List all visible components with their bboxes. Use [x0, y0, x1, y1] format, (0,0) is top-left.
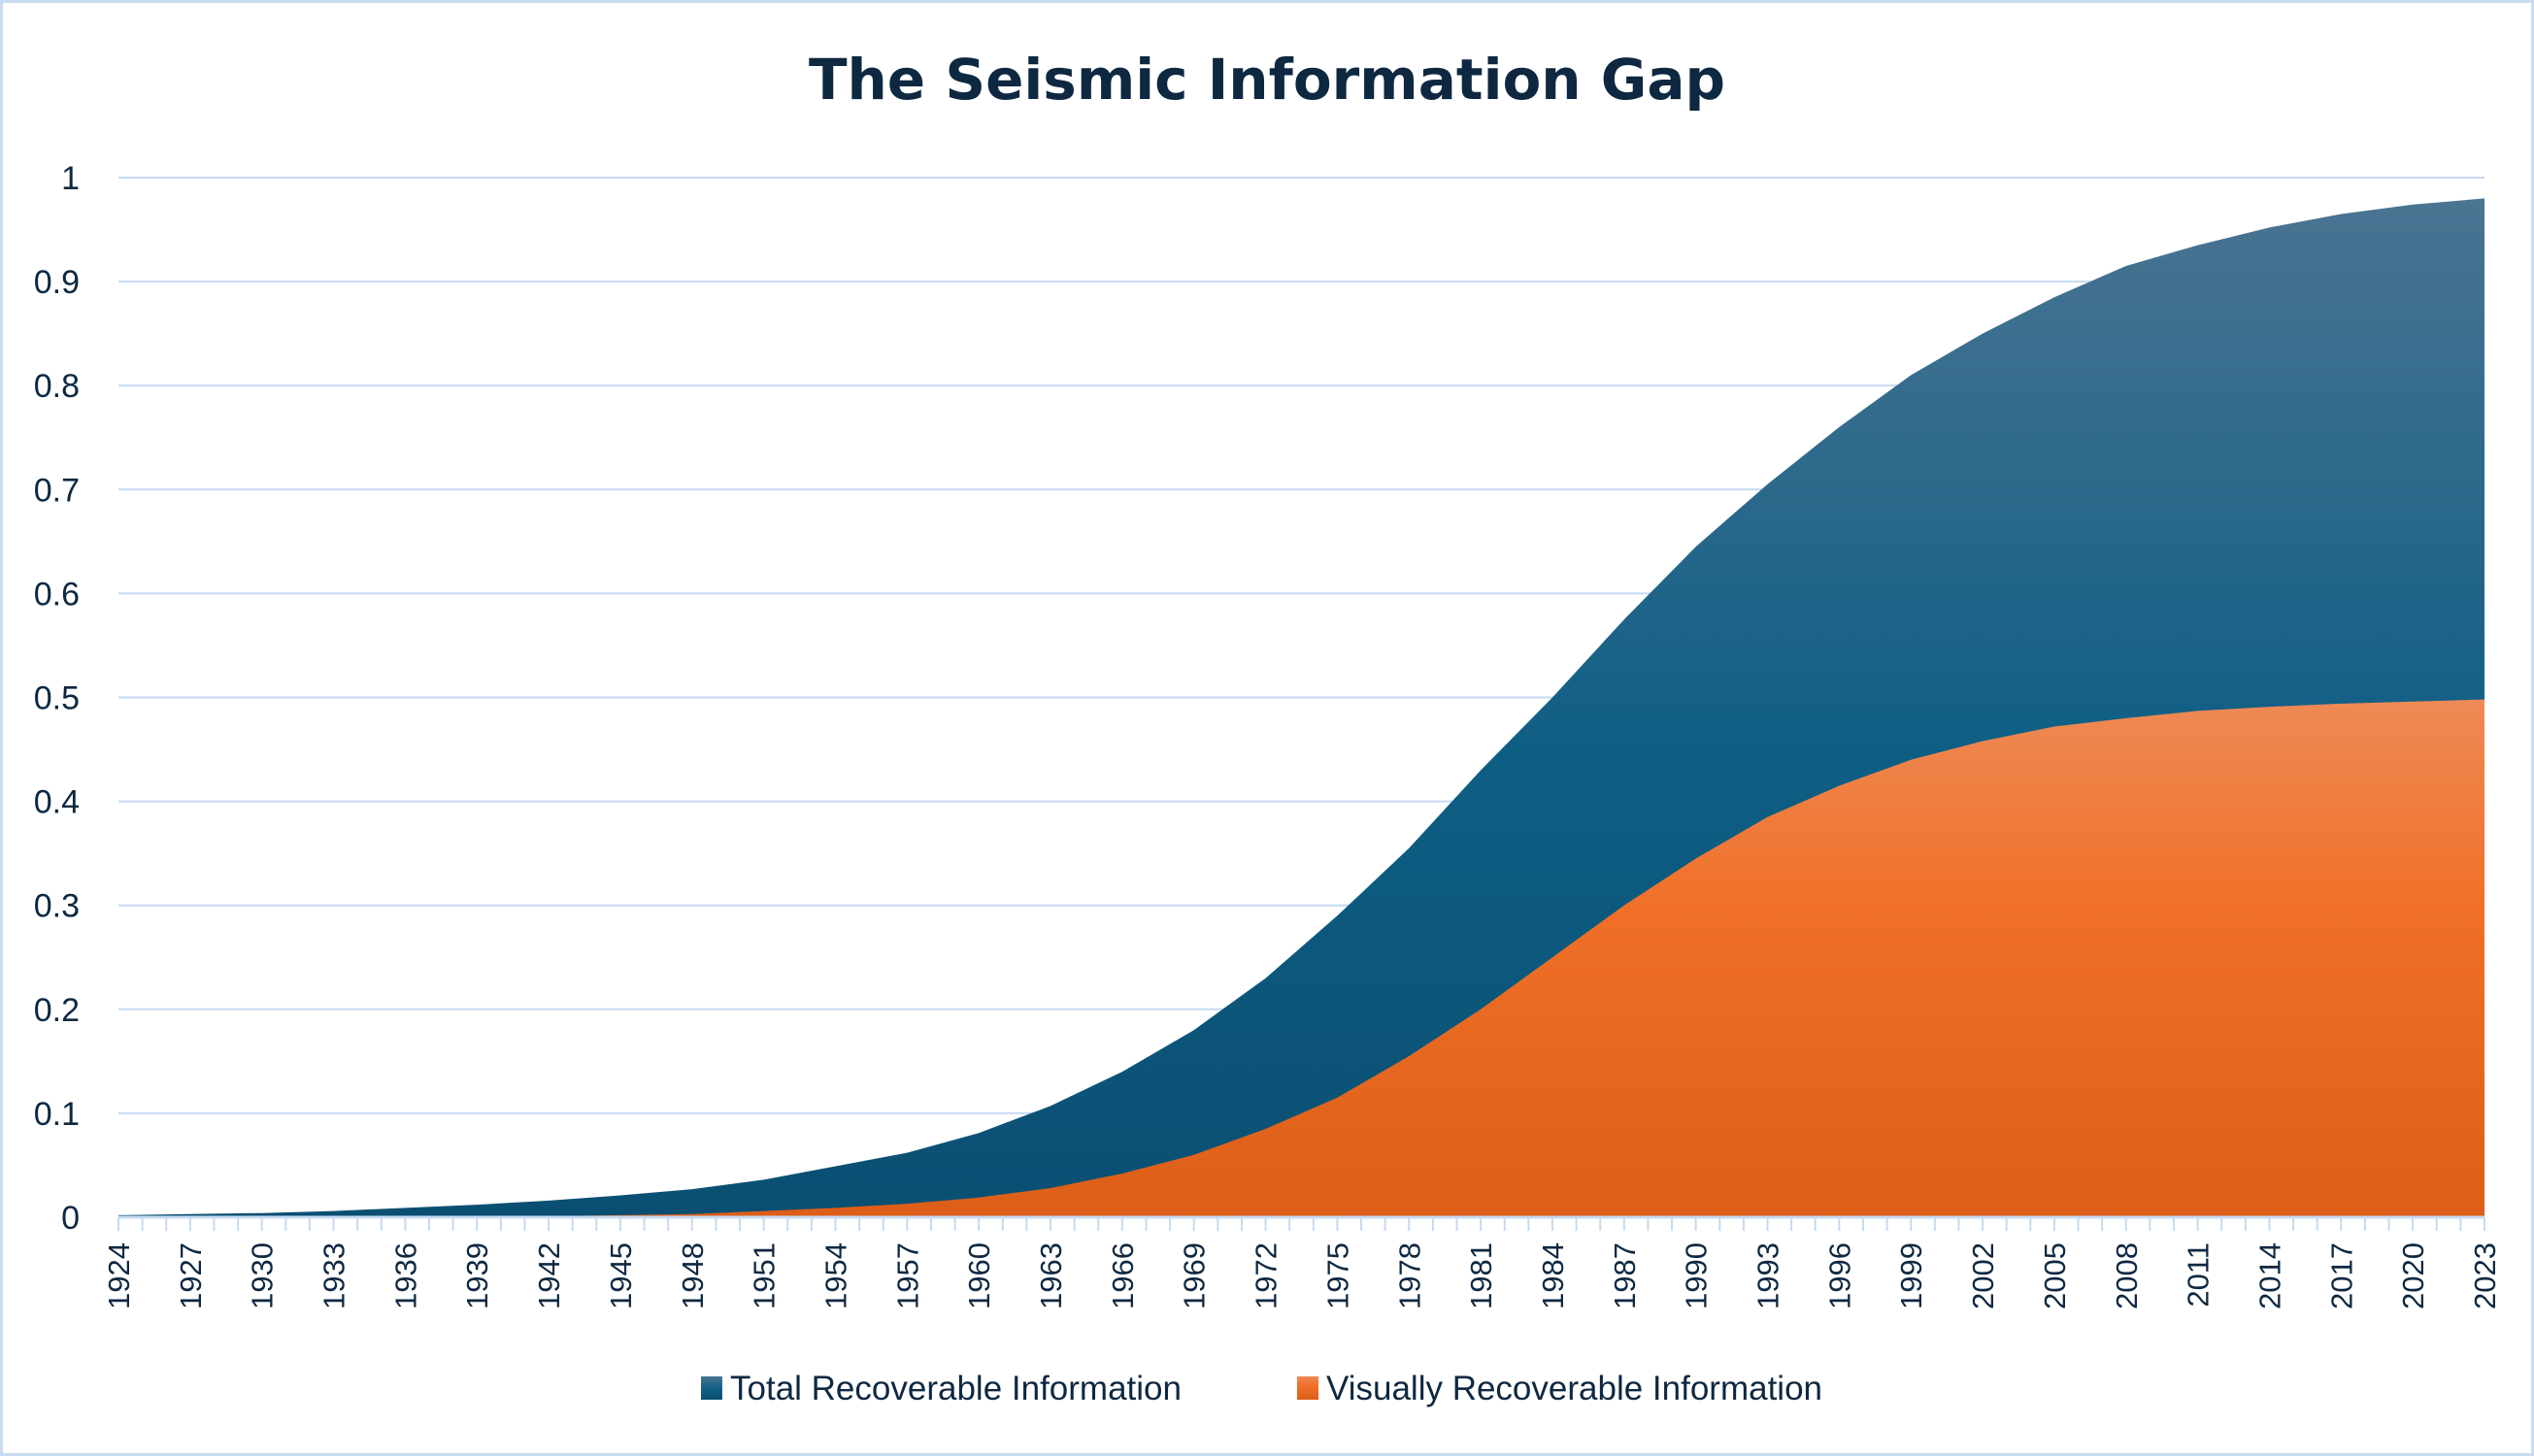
- x-tick-label: 1924: [102, 1242, 136, 1309]
- y-tick-label: 0.1: [34, 1096, 80, 1133]
- x-tick-label: 1945: [604, 1242, 638, 1309]
- legend-swatch: [701, 1376, 722, 1400]
- x-tick-label: 2011: [2182, 1242, 2216, 1307]
- x-tick-label: 1936: [388, 1242, 422, 1309]
- x-tick-label: 1972: [1250, 1242, 1284, 1309]
- x-tick-label: 2017: [2324, 1242, 2358, 1309]
- x-tick-label: 1927: [174, 1242, 208, 1309]
- x-tick-label: 1993: [1751, 1242, 1785, 1309]
- x-tick-label: 1933: [317, 1242, 351, 1309]
- x-tick-label: 1957: [890, 1242, 924, 1309]
- y-tick-label: 0.2: [34, 992, 80, 1029]
- x-tick-label: 2023: [2468, 1242, 2502, 1309]
- x-axis: 1924 1927 1930 1933 1936 1939 1942 1945 1948 1951…: [102, 1215, 2502, 1309]
- series-areas: [118, 198, 2484, 1217]
- legend-label: Visually Recoverable Information: [1326, 1370, 1822, 1407]
- x-tick-label: 1996: [1822, 1242, 1856, 1309]
- x-tick-label: 1975: [1320, 1242, 1354, 1309]
- x-tick-label: 2014: [2252, 1242, 2286, 1309]
- x-tick-label: 1954: [818, 1242, 852, 1309]
- y-tick-label: 0.9: [34, 264, 80, 301]
- y-tick-label: 0.3: [34, 888, 80, 925]
- x-tick-label: 1969: [1178, 1242, 1212, 1309]
- legend: Total Recoverable Information Visually Re…: [701, 1370, 1822, 1407]
- x-tick-label: 1930: [246, 1242, 280, 1309]
- x-tick-label: 1948: [676, 1242, 710, 1309]
- legend-swatch: [1297, 1376, 1318, 1400]
- chart-title: The Seismic Information Gap: [809, 47, 1725, 113]
- y-tick-label: 0.4: [34, 784, 80, 821]
- x-tick-label: 1990: [1680, 1242, 1714, 1309]
- x-tick-label: 1951: [748, 1242, 782, 1309]
- area-visually-recoverable-information: [118, 699, 2484, 1217]
- y-tick-label: 0.7: [34, 472, 80, 509]
- x-tick-label: 1939: [460, 1242, 494, 1309]
- x-tick-label: 1984: [1536, 1242, 1570, 1309]
- x-tick-label: 1960: [962, 1242, 996, 1309]
- x-tick-label: 2020: [2396, 1242, 2430, 1309]
- y-tick-label: 0.8: [34, 368, 80, 405]
- x-tick-label: 1942: [532, 1242, 566, 1309]
- x-tick-label: 2005: [2038, 1242, 2072, 1309]
- x-tick-label: 2008: [2110, 1242, 2144, 1309]
- x-tick-label: 1966: [1106, 1242, 1140, 1309]
- y-tick-label: 0.6: [34, 576, 80, 612]
- x-tick-label: 1987: [1608, 1242, 1642, 1309]
- y-axis-ticks: 0 0.1 0.2 0.3 0.4 0.5 0.6 0.7 0.8 0.9 1: [34, 160, 80, 1237]
- x-tick-label: 1978: [1392, 1242, 1426, 1309]
- x-tick-label: 1981: [1464, 1242, 1498, 1309]
- y-tick-label: 0.5: [34, 680, 80, 717]
- x-tick-label: 2002: [1966, 1242, 2000, 1309]
- legend-label: Total Recoverable Information: [730, 1370, 1182, 1407]
- x-tick-label: 1999: [1894, 1242, 1928, 1309]
- x-tick-label: 1963: [1034, 1242, 1068, 1309]
- y-tick-label: 1: [61, 160, 80, 197]
- y-tick-label: 0: [61, 1200, 80, 1237]
